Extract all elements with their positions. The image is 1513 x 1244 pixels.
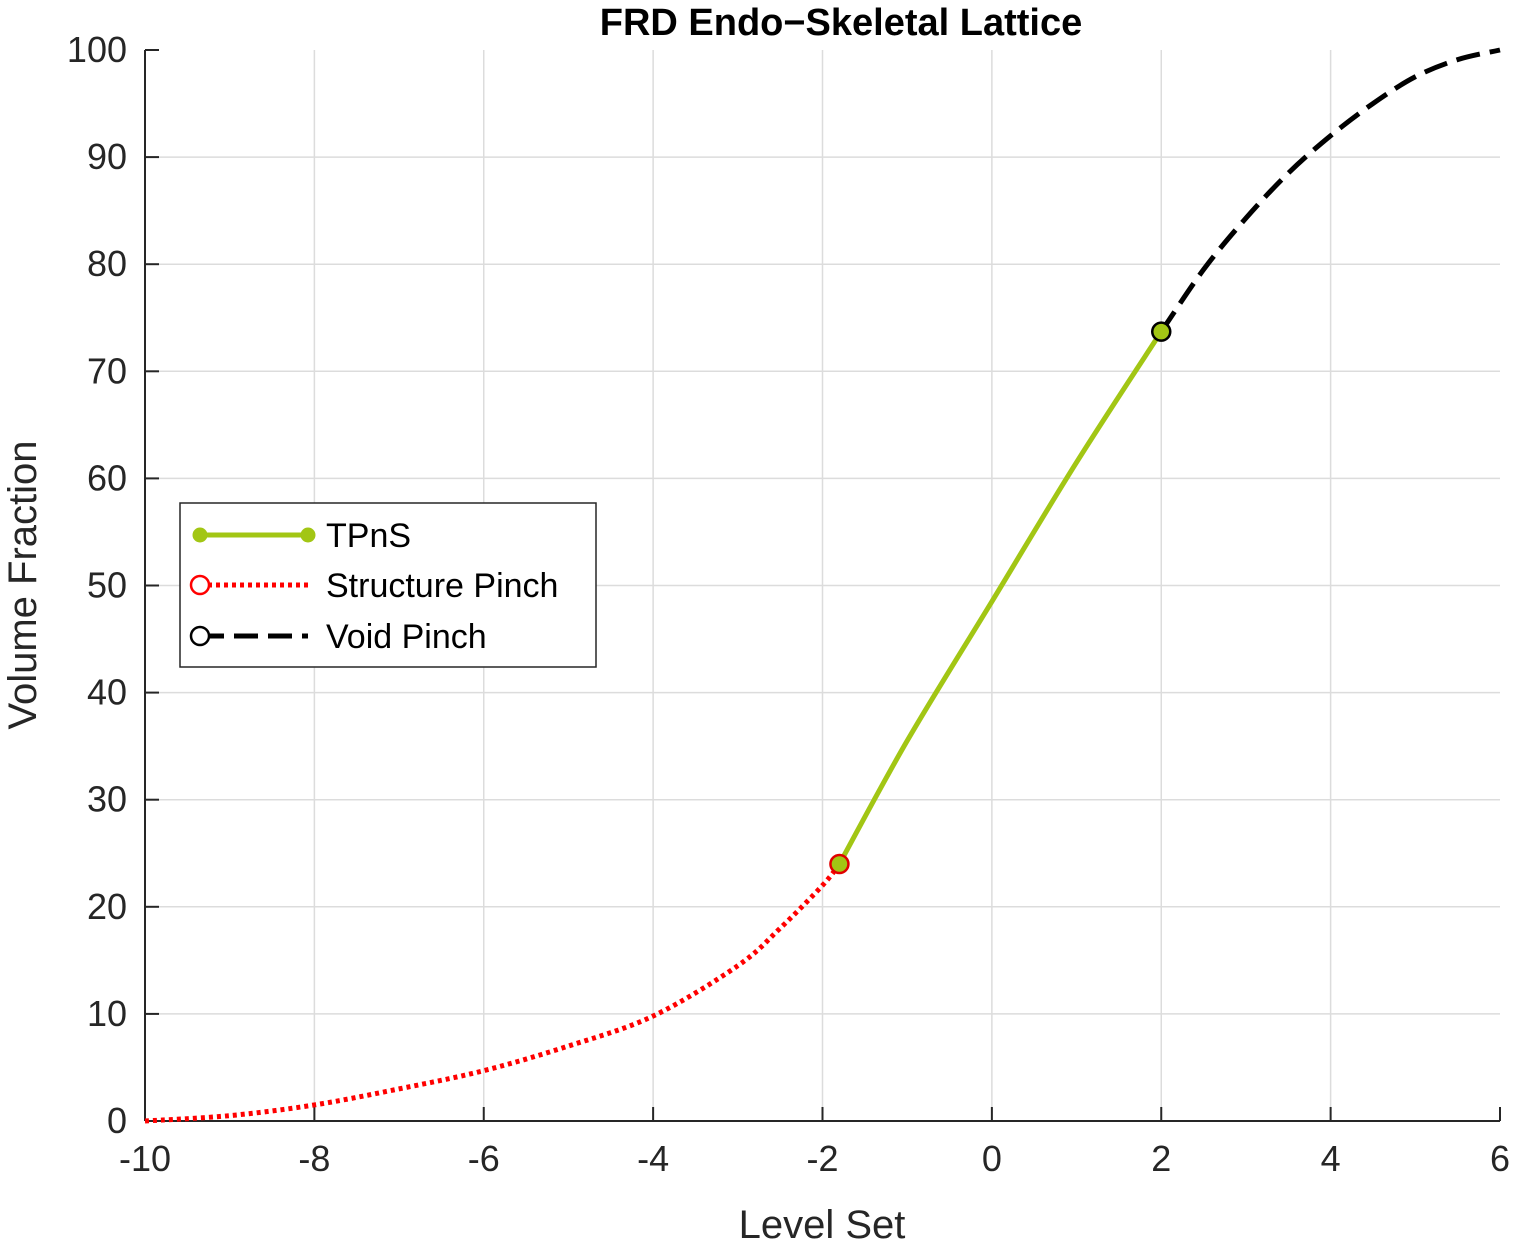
- data-point-marker-tpns-end: [1151, 321, 1172, 342]
- legend: TPnS Structure Pinch Void Pinch: [179, 502, 597, 668]
- series-line-tpns: [837, 330, 1164, 866]
- x-tick-label-neg2: -2: [806, 1138, 838, 1179]
- y-tick-label-30: 30: [87, 779, 127, 820]
- x-tick-label-neg8: -8: [298, 1138, 330, 1179]
- legend-label-tpns: TPnS: [326, 517, 411, 555]
- x-tick-label-6: 6: [1490, 1138, 1510, 1179]
- legend-entry-void-pinch: Void Pinch: [189, 618, 487, 656]
- legend-entry-tpns: TPnS: [192, 517, 411, 555]
- chart-title: FRD Endo−Skeletal Lattice: [600, 2, 1083, 44]
- x-tick-label-4: 4: [1321, 1138, 1341, 1179]
- y-tick-label-0: 0: [107, 1100, 127, 1141]
- x-tick-label-neg4: -4: [637, 1138, 669, 1179]
- y-tick-label-20: 20: [87, 886, 127, 927]
- x-tick-label-neg6: -6: [468, 1138, 500, 1179]
- y-tick-label-90: 90: [87, 136, 127, 177]
- y-axis-label: Volume Fraction: [1, 440, 45, 729]
- x-tick-label-2: 2: [1151, 1138, 1171, 1179]
- y-tick-label-80: 80: [87, 243, 127, 284]
- x-axis-label: Level Set: [739, 1203, 906, 1244]
- y-tick-label-100: 100: [67, 29, 127, 70]
- x-tick-label-0: 0: [982, 1138, 1002, 1179]
- x-tick-label-neg10: -10: [119, 1138, 171, 1179]
- legend-marker-tpns-end: [300, 527, 316, 543]
- y-tick-label-70: 70: [87, 350, 127, 391]
- legend-marker-void-pinch: [189, 625, 211, 647]
- series-line-structure-pinch: [144, 862, 842, 1124]
- y-tick-label-10: 10: [87, 993, 127, 1034]
- series-line-void-pinch: [1159, 47, 1501, 334]
- series-layer: [144, 47, 1501, 1124]
- y-tick-label-60: 60: [87, 457, 127, 498]
- legend-label-void-pinch: Void Pinch: [326, 618, 487, 656]
- y-tick-label-50: 50: [87, 565, 127, 606]
- legend-marker-tpns-start: [192, 527, 208, 543]
- legend-marker-structure-pinch: [189, 574, 211, 596]
- legend-entry-structure-pinch: Structure Pinch: [189, 567, 558, 605]
- grid-lines: [145, 50, 1500, 1121]
- data-point-marker-tpns-start: [829, 853, 850, 875]
- legend-label-structure-pinch: Structure Pinch: [326, 567, 558, 605]
- y-tick-label-40: 40: [87, 672, 127, 713]
